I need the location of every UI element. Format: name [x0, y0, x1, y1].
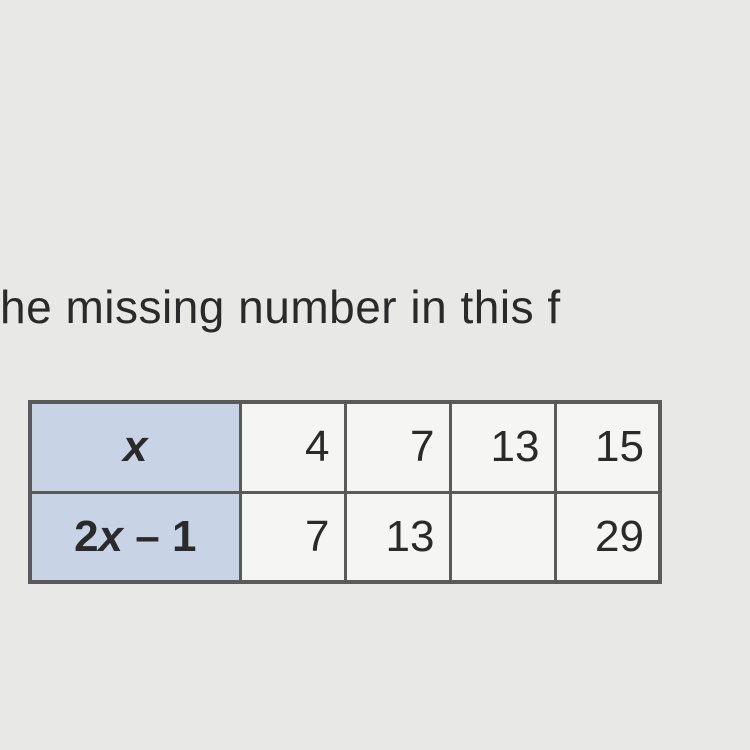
table-cell-missing: [450, 492, 555, 582]
label-var: x: [99, 512, 123, 561]
table-cell: 7: [240, 492, 345, 582]
function-table: x 4 7 13 15 2x – 1 7 13 29: [28, 400, 662, 584]
table-cell: 13: [345, 492, 450, 582]
table-cell: 29: [555, 492, 660, 582]
table-cell: 13: [450, 402, 555, 492]
table-row: 2x – 1 7 13 29: [30, 492, 660, 582]
table-cell: 7: [345, 402, 450, 492]
label-prefix: 2: [74, 512, 98, 561]
row-header-expression: 2x – 1: [30, 492, 240, 582]
table-row: x 4 7 13 15: [30, 402, 660, 492]
label-suffix: – 1: [123, 512, 196, 561]
label-var: x: [123, 422, 147, 471]
row-header-x: x: [30, 402, 240, 492]
table-cell: 4: [240, 402, 345, 492]
table-cell: 15: [555, 402, 660, 492]
question-text: he missing number in this f: [0, 280, 561, 334]
